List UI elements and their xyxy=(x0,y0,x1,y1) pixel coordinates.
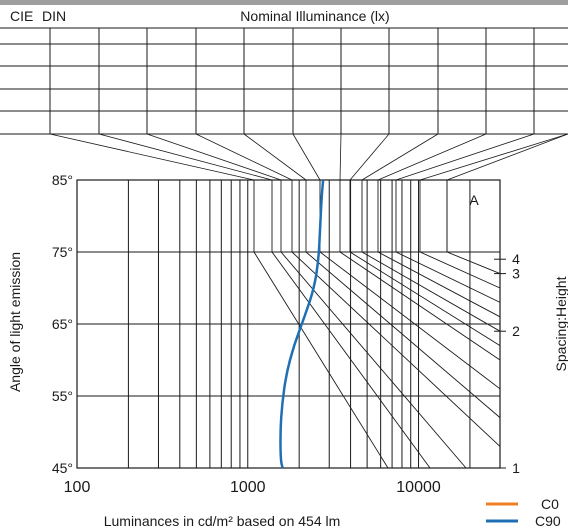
illuminance-table xyxy=(0,27,568,135)
connector-line xyxy=(377,133,487,181)
y-tick-label: 85° xyxy=(52,172,73,188)
diagonal-line xyxy=(361,251,501,332)
diagonal-line xyxy=(280,251,467,469)
legend: C0 C90 xyxy=(486,496,561,529)
illuminance-connectors xyxy=(49,133,568,181)
diagonal-line xyxy=(271,251,431,469)
diagonal-line xyxy=(419,251,501,289)
x-axis-title: Luminances in cd/m² based on 454 lm xyxy=(104,513,341,529)
x-tick-label: 1000 xyxy=(230,479,266,496)
diagonal-line xyxy=(395,251,501,303)
spacing-tick-label: 3 xyxy=(512,266,520,282)
connector-line xyxy=(49,133,255,181)
header-title: Nominal Illuminance (lx) xyxy=(240,8,389,24)
y-tick-label: 45° xyxy=(52,460,73,476)
y-axis-title: Angle of light emission xyxy=(7,252,23,392)
connector-line xyxy=(339,133,342,181)
header-din: DIN xyxy=(42,8,66,24)
illuminance-diagonals xyxy=(253,180,501,469)
series-layer xyxy=(279,179,325,469)
connector-line xyxy=(419,133,568,181)
spacing-tick-label: 1 xyxy=(512,460,520,476)
diagonal-line xyxy=(291,251,501,447)
series-line-c90 xyxy=(279,179,325,469)
connector-line xyxy=(395,133,535,181)
diagonal-line xyxy=(339,251,501,361)
spacing-tick-label: 4 xyxy=(512,251,520,267)
connector-line xyxy=(195,133,293,181)
connector-line xyxy=(361,133,439,181)
diagonal-line xyxy=(377,251,501,318)
x-tick-label: 100 xyxy=(64,479,91,496)
header-cie: CIE xyxy=(10,8,33,24)
region-a-label: A xyxy=(469,192,479,208)
diagonal-line xyxy=(305,251,501,418)
connector-line xyxy=(292,133,321,181)
y-tick-label: 75° xyxy=(52,244,73,260)
legend-label-c0: C0 xyxy=(541,496,559,512)
y-tick-label: 65° xyxy=(52,316,73,332)
connector-line xyxy=(446,133,568,181)
y-tick-label: 55° xyxy=(52,388,73,404)
diagonal-line xyxy=(446,251,501,275)
diagonal-line xyxy=(349,251,501,346)
plot-grid xyxy=(76,179,501,469)
axis-layer: 85° 75° 65° 55° 45° 100 1000 10000 43 2 1 xyxy=(52,172,520,496)
spacing-tick-label: 2 xyxy=(512,323,520,339)
x-tick-label: 10000 xyxy=(396,479,441,496)
connector-line xyxy=(243,133,307,181)
diagonal-line xyxy=(253,251,389,469)
region-a-box xyxy=(446,179,501,253)
right-axis-title: Spacing:Height xyxy=(553,276,568,371)
diagonal-line xyxy=(319,251,501,390)
header-band xyxy=(0,0,568,5)
legend-label-c90: C90 xyxy=(535,513,561,529)
connector-line xyxy=(98,133,273,181)
connector-line xyxy=(146,133,282,181)
connector-line xyxy=(349,133,390,181)
